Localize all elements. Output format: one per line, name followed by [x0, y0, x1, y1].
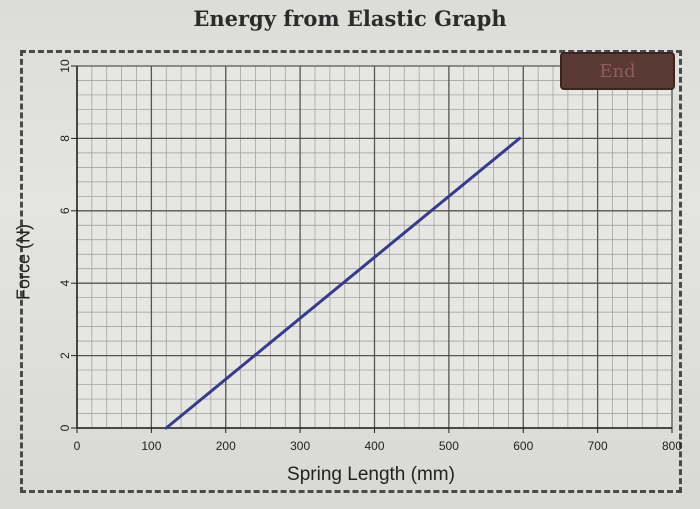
y-tick-label: 2: [58, 352, 72, 359]
series-line: [164, 136, 522, 430]
x-tick-label: 600: [513, 439, 533, 453]
y-tick-label: 0: [58, 424, 72, 431]
x-tick-label: 700: [588, 439, 608, 453]
x-tick-label: 800: [662, 439, 682, 453]
x-tick-label: 100: [141, 439, 161, 453]
x-tick-label: 400: [364, 439, 384, 453]
x-tick-label: 200: [216, 439, 236, 453]
page-title: Energy from Elastic Graph: [193, 6, 507, 31]
x-tick-label: 300: [290, 439, 310, 453]
graph-frame: [20, 50, 682, 493]
x-tick-label: 0: [74, 439, 81, 453]
y-tick-label: 10: [58, 59, 72, 73]
y-tick-label: 4: [58, 280, 72, 287]
end-button[interactable]: End: [560, 52, 675, 90]
x-axis-label: Spring Length (mm): [287, 464, 455, 485]
y-tick-label: 6: [58, 207, 72, 214]
y-axis-label: Force (N): [13, 224, 34, 300]
y-tick-label: 8: [58, 135, 72, 142]
x-tick-label: 500: [439, 439, 459, 453]
